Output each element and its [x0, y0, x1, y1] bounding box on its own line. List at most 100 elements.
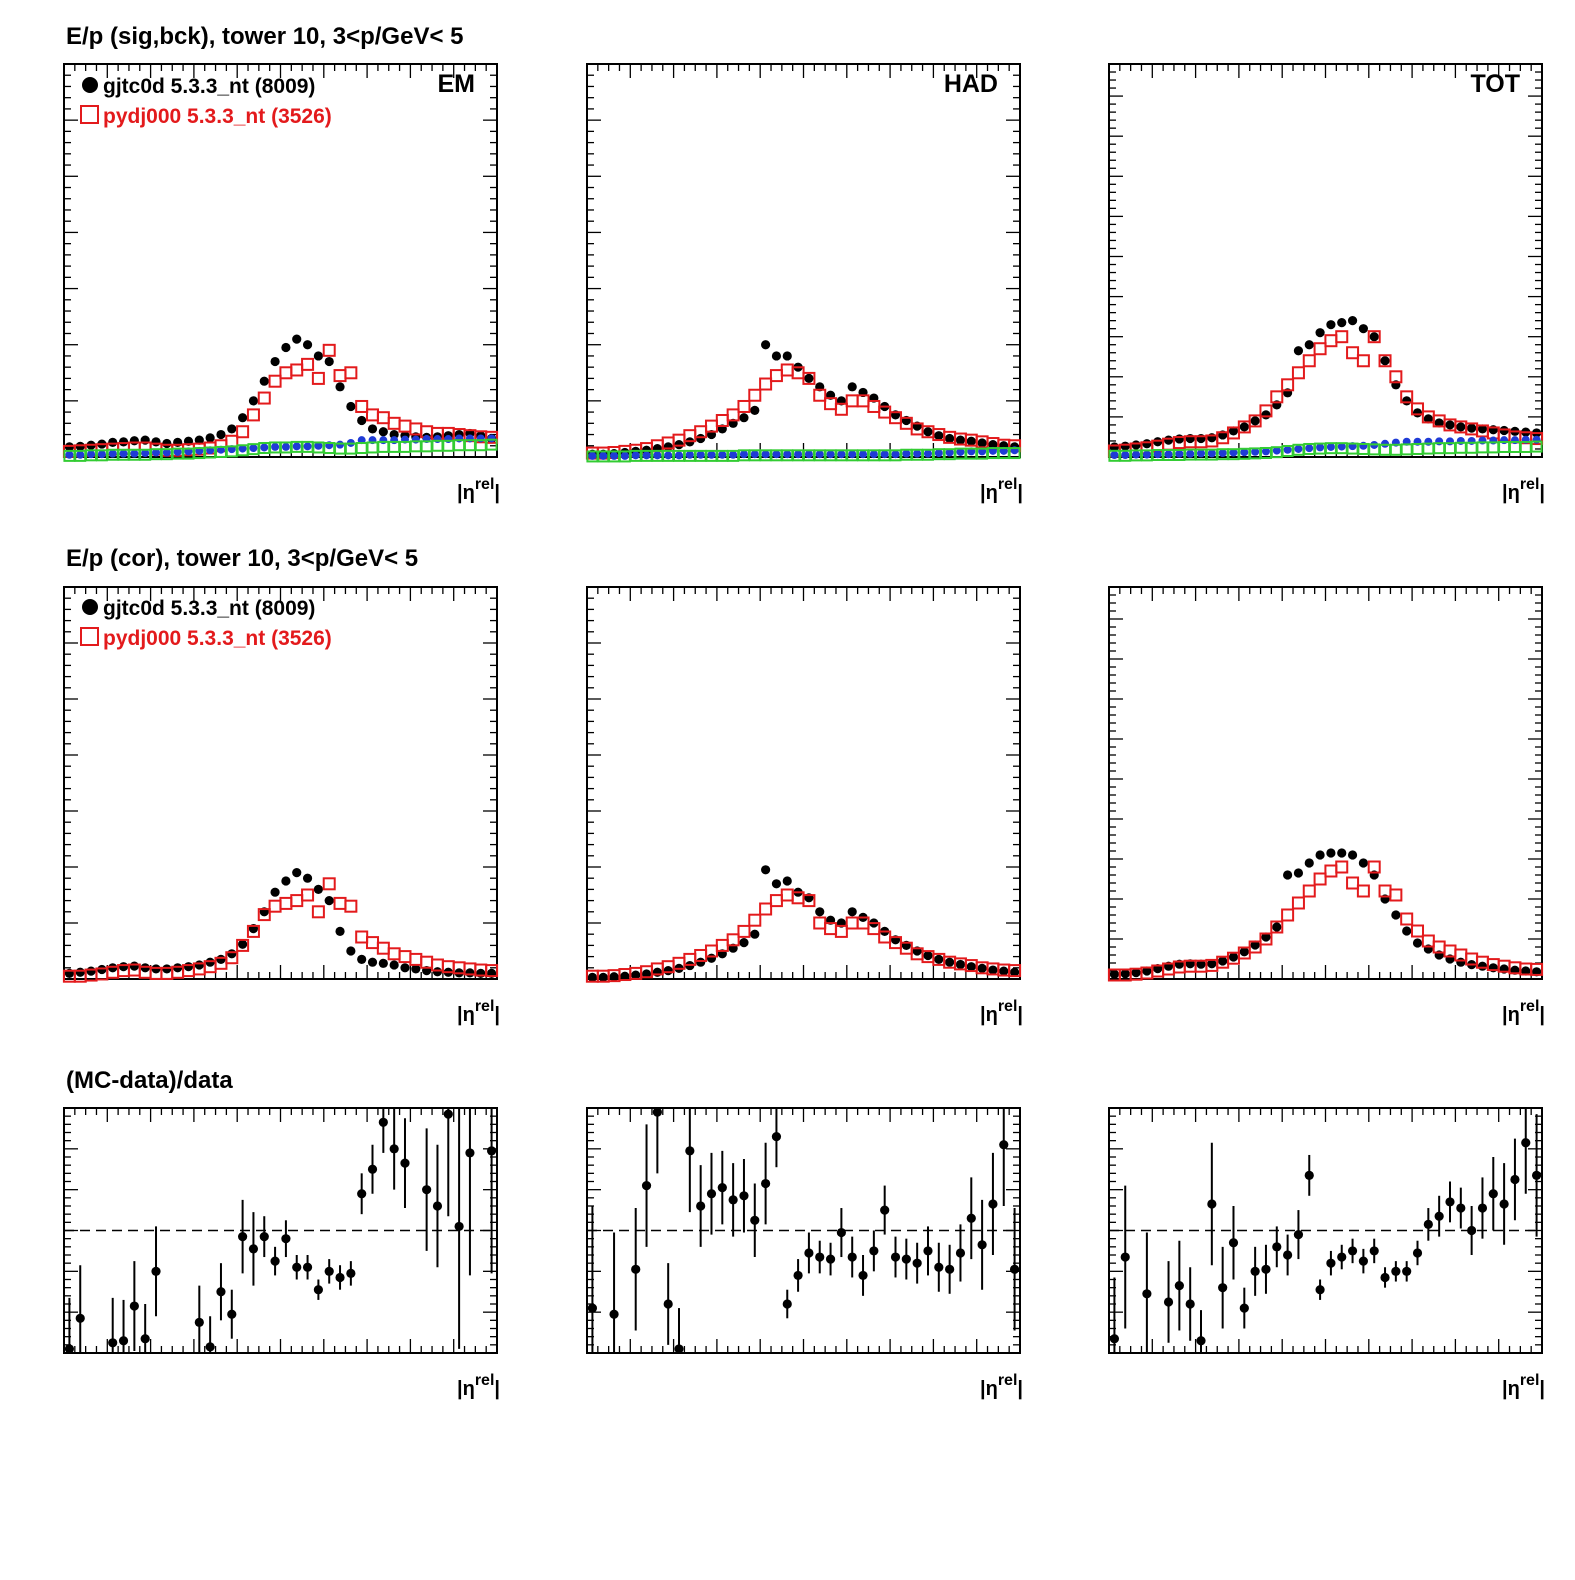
mc-point: [311, 371, 325, 385]
data-point: [1358, 324, 1368, 334]
ratio-point: [1207, 1199, 1217, 1209]
x-axis-label-main: |η: [980, 1378, 998, 1400]
bck-blue-point: [271, 442, 280, 451]
data-point: [696, 433, 706, 444]
ratio-point: [706, 1189, 717, 1199]
bck-blue-point: [76, 450, 85, 459]
panel-r2-tot: |ηrel|: [1107, 586, 1545, 1026]
x-axis-label-close: |: [1539, 1378, 1545, 1400]
data-point: [357, 415, 367, 426]
ratio-point: [977, 1240, 987, 1250]
data-point: [1521, 966, 1531, 976]
mc-point: [344, 366, 358, 380]
bck-blue-point: [141, 449, 150, 458]
ratio-point: [432, 1201, 443, 1211]
bck-blue-point: [1218, 448, 1227, 457]
mc-point: [1400, 390, 1414, 404]
data-point: [86, 966, 96, 976]
ratio-point: [1304, 1170, 1314, 1180]
bck-blue-point: [739, 450, 748, 459]
mc-point: [726, 933, 740, 947]
bck-blue-point: [281, 442, 290, 451]
ratio-point: [1185, 1299, 1195, 1309]
bck-blue-point: [390, 436, 399, 445]
mc-point: [1411, 402, 1425, 416]
mc-point: [1335, 860, 1349, 874]
bck-blue-point: [696, 450, 705, 459]
mc-point: [1313, 872, 1327, 886]
mc-point: [301, 357, 315, 371]
bck-blue-point: [761, 450, 770, 459]
ratio-point: [869, 1246, 879, 1256]
data-point: [652, 967, 662, 977]
mc-point: [737, 924, 751, 938]
mc-point: [1281, 378, 1295, 392]
bck-blue-point: [848, 450, 857, 459]
data-point: [1250, 416, 1260, 426]
ratio-point: [1337, 1252, 1347, 1262]
data-point: [1228, 426, 1239, 436]
data-point: [64, 442, 75, 452]
bck-blue-point: [1326, 442, 1335, 451]
ratio-point: [270, 1256, 280, 1266]
bck-blue-point: [249, 444, 258, 453]
data-point: [227, 949, 237, 959]
data-point: [205, 957, 215, 967]
ratio-point: [587, 1303, 598, 1313]
data-point: [1347, 316, 1358, 326]
ratio-point: [696, 1201, 706, 1211]
x-axis-label: |ηrel|: [980, 476, 1023, 504]
data-point: [1412, 408, 1423, 418]
bck-blue-point: [1197, 449, 1206, 458]
data-point: [1120, 441, 1130, 451]
bck-blue-point: [859, 450, 868, 459]
data-point: [259, 376, 269, 386]
bck-blue-point: [913, 449, 922, 458]
legend-data-label-r1: gjtc0d 5.3.3_nt (8009): [103, 75, 315, 98]
data-point: [663, 966, 673, 976]
legend-mc-label-r1: pydj000 5.3.3_nt (3526): [103, 105, 332, 128]
ratio-point: [1477, 1203, 1488, 1213]
data-point: [281, 876, 291, 886]
data-point: [129, 961, 139, 971]
data-point: [1153, 437, 1163, 447]
ratio-point: [118, 1336, 129, 1346]
bck-blue-point: [444, 435, 453, 444]
data-point: [1239, 947, 1249, 957]
mc-point: [1270, 920, 1284, 934]
data-point: [302, 873, 313, 883]
mc-point: [311, 905, 325, 919]
ratio-point: [1499, 1199, 1509, 1209]
x-axis-label-sup: rel: [1520, 998, 1540, 1015]
legend-data-marker-r2: [82, 599, 98, 615]
data-point: [1412, 938, 1423, 948]
ratio-point: [782, 1299, 792, 1309]
data-point: [1467, 423, 1477, 433]
mc-point: [802, 371, 816, 385]
ratio-point: [1163, 1297, 1174, 1307]
data-point: [270, 887, 280, 897]
mc-point: [1411, 924, 1425, 938]
bck-blue-point: [945, 448, 954, 457]
x-axis-label: |ηrel|: [457, 476, 500, 504]
bck-blue-point: [411, 435, 420, 444]
mc-point: [1248, 414, 1262, 428]
panel-r1-had: |ηrel| HAD: [585, 63, 1023, 504]
data-point: [620, 971, 630, 981]
ratio-point: [1369, 1246, 1379, 1256]
data-point: [162, 438, 172, 449]
data-point: [1293, 346, 1304, 356]
mc-point: [1335, 330, 1349, 344]
ratio-point: [346, 1268, 356, 1278]
data-point: [476, 968, 486, 979]
data-point: [1218, 956, 1228, 966]
ratio-point: [1456, 1203, 1466, 1213]
ratio-point: [1272, 1242, 1282, 1252]
bck-blue-point: [794, 450, 803, 459]
bck-blue-point: [750, 450, 759, 459]
data-point: [346, 401, 356, 412]
ratio-point: [685, 1146, 695, 1156]
bck-blue-point: [1240, 448, 1249, 457]
bck-blue-point: [772, 450, 781, 459]
mc-point: [834, 402, 848, 416]
